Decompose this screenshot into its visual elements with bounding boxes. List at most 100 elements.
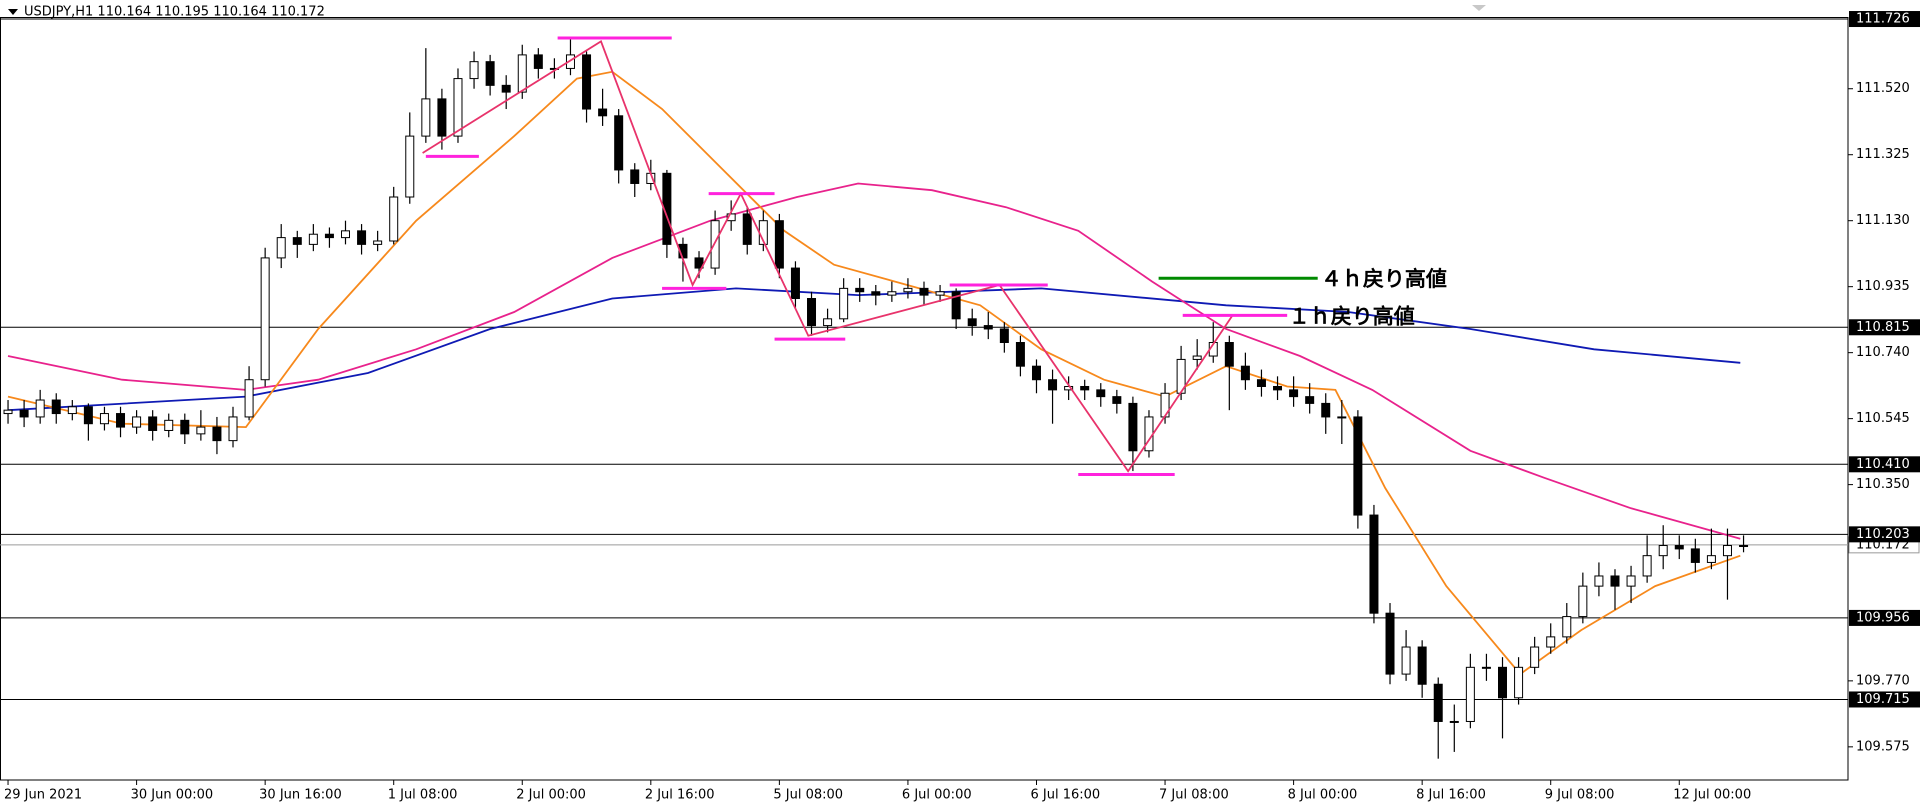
- candle-body: [1080, 385, 1090, 391]
- x-tick-label: 2 Jul 00:00: [516, 788, 586, 803]
- candle-body: [1514, 666, 1524, 699]
- candle-body: [983, 325, 993, 330]
- candle-body: [967, 318, 977, 327]
- candle-body: [51, 399, 61, 415]
- candle-body: [1112, 396, 1122, 404]
- x-tick-label: 30 Jun 16:00: [259, 788, 342, 803]
- candle-body: [1401, 646, 1411, 675]
- candle-body: [453, 78, 463, 137]
- candle-body: [19, 409, 29, 418]
- candle-body: [3, 409, 13, 415]
- candle-body: [565, 54, 575, 69]
- level-label: 109.956: [1856, 610, 1910, 625]
- candle-body: [308, 233, 318, 245]
- candle-body: [774, 220, 784, 269]
- candle-body: [83, 406, 93, 425]
- candle-body: [180, 419, 190, 435]
- x-tick-label: 30 Jun 00:00: [131, 788, 214, 803]
- candle-body: [196, 426, 206, 435]
- zigzag-line: [422, 40, 1234, 473]
- candle-body: [405, 135, 415, 198]
- level-label: 110.203: [1856, 527, 1910, 542]
- candle-body: [630, 169, 640, 184]
- candle-body: [1690, 548, 1700, 563]
- candle-body: [1353, 416, 1363, 516]
- menu-arrow[interactable]: [8, 9, 18, 15]
- candle-body: [517, 54, 527, 93]
- candle-body: [1594, 575, 1604, 587]
- level-label-box: [1849, 11, 1920, 28]
- candle-body: [919, 287, 929, 296]
- x-tick-label: 29 Jun 2021: [4, 788, 82, 803]
- candle-body: [1240, 365, 1250, 381]
- candle-body: [1337, 416, 1347, 419]
- moving-average-line: [7, 182, 1741, 540]
- chart-title: USDJPY,H1 110.164 110.195 110.164 110.17…: [24, 5, 325, 20]
- candle-body: [1465, 666, 1475, 722]
- candle-body: [1562, 616, 1572, 638]
- candle-body: [1048, 379, 1058, 391]
- candle-body: [1642, 555, 1652, 577]
- level-label-box: [1849, 526, 1920, 543]
- candle-body: [790, 267, 800, 300]
- candle-body: [276, 237, 286, 259]
- candle-body: [1706, 555, 1716, 563]
- x-tick-label: 6 Jul 16:00: [1030, 788, 1100, 803]
- candle-body: [807, 298, 817, 327]
- level-label: 109.715: [1856, 692, 1910, 707]
- candle-body: [935, 291, 945, 296]
- candle-body: [324, 233, 334, 239]
- candle-body: [132, 416, 142, 428]
- candle-body: [598, 108, 608, 117]
- candle-body: [501, 84, 511, 93]
- x-tick-label: 12 Jul 00:00: [1673, 788, 1751, 803]
- candle-body: [1273, 385, 1283, 391]
- level-label-box: [1849, 691, 1920, 708]
- candle-body: [855, 287, 865, 293]
- candle-body: [35, 399, 45, 418]
- candle-body: [1031, 365, 1041, 381]
- annotation: ４ｈ戻り高値: [1321, 267, 1447, 291]
- level-label-box: [1849, 456, 1920, 473]
- x-tick-label: 8 Jul 00:00: [1288, 788, 1358, 803]
- x-tick-label: 9 Jul 08:00: [1545, 788, 1615, 803]
- candle-body: [164, 419, 174, 431]
- candle-body: [1530, 646, 1540, 668]
- candle-body: [1610, 575, 1620, 587]
- candle-body: [839, 287, 849, 320]
- candle-body: [710, 220, 720, 269]
- candle-body: [662, 172, 672, 245]
- candle-body: [1289, 389, 1299, 398]
- annotation: １ｈ戻り高値: [1289, 304, 1415, 328]
- candle-body: [1626, 575, 1636, 587]
- candle-body: [582, 54, 592, 110]
- candle-body: [871, 291, 881, 296]
- candle-body: [67, 406, 77, 415]
- x-tick-label: 2 Jul 16:00: [645, 788, 715, 803]
- candle-body: [1369, 514, 1379, 614]
- candle-body: [1498, 666, 1508, 699]
- candle-body: [1128, 402, 1138, 452]
- x-tick-label: 6 Jul 00:00: [902, 788, 972, 803]
- candle-body: [1481, 666, 1491, 669]
- candle-body: [1321, 402, 1331, 418]
- candle-body: [244, 379, 254, 418]
- candle-body: [1674, 545, 1684, 550]
- candle-body: [373, 240, 383, 245]
- y-tick-label: 111.130: [1856, 213, 1910, 228]
- x-tick-label: 8 Jul 16:00: [1416, 788, 1486, 803]
- x-tick-label: 7 Jul 08:00: [1159, 788, 1229, 803]
- candle-body: [823, 318, 833, 327]
- candle-body: [116, 413, 126, 428]
- candle-body: [903, 287, 913, 293]
- candle-body: [1546, 636, 1556, 648]
- plot-frame: [0, 17, 1849, 781]
- candle-body: [1449, 720, 1459, 723]
- candle-body: [1015, 342, 1025, 367]
- candle-body: [742, 213, 752, 245]
- candle-body: [437, 98, 447, 137]
- candle-body: [357, 230, 367, 245]
- candle-body: [694, 257, 704, 269]
